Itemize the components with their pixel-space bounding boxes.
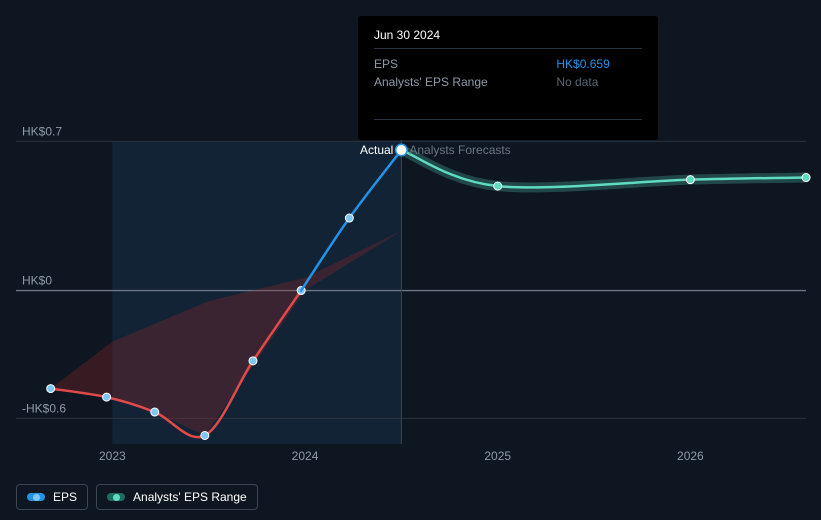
tooltip-row-label: EPS <box>374 55 556 73</box>
tooltip-row-label: Analysts' EPS Range <box>374 73 556 91</box>
tooltip-row-value: HK$0.659 <box>556 55 642 73</box>
tooltip-divider <box>374 119 642 120</box>
eps-forecast-chart: HK$0.7 HK$0 -HK$0.6 2023 2024 2025 2026 Actual A… <box>0 0 821 520</box>
tooltip-row-value: No data <box>556 73 642 91</box>
legend-item-label: EPS <box>53 490 77 504</box>
svg-text:Analysts Forecasts: Analysts Forecasts <box>409 143 510 157</box>
svg-text:2026: 2026 <box>677 449 704 463</box>
svg-text:2025: 2025 <box>484 449 511 463</box>
tooltip-table: EPS HK$0.659 Analysts' EPS Range No data <box>374 55 642 91</box>
svg-text:-HK$0.6: -HK$0.6 <box>22 401 66 415</box>
svg-text:HK$0.7: HK$0.7 <box>22 124 62 138</box>
legend-item-analysts-range[interactable]: Analysts' EPS Range <box>96 484 258 510</box>
legend-item-eps[interactable]: EPS <box>16 484 88 510</box>
svg-text:2023: 2023 <box>99 449 126 463</box>
legend-swatch-icon <box>107 493 125 501</box>
svg-text:HK$0: HK$0 <box>22 274 52 288</box>
chart-tooltip: Jun 30 2024 EPS HK$0.659 Analysts' EPS R… <box>358 16 658 140</box>
legend-swatch-icon <box>27 493 45 501</box>
svg-text:2024: 2024 <box>292 449 319 463</box>
legend-item-label: Analysts' EPS Range <box>133 490 247 504</box>
chart-legend: EPS Analysts' EPS Range <box>16 484 258 510</box>
tooltip-date: Jun 30 2024 <box>374 28 642 49</box>
svg-text:Actual: Actual <box>360 143 393 157</box>
